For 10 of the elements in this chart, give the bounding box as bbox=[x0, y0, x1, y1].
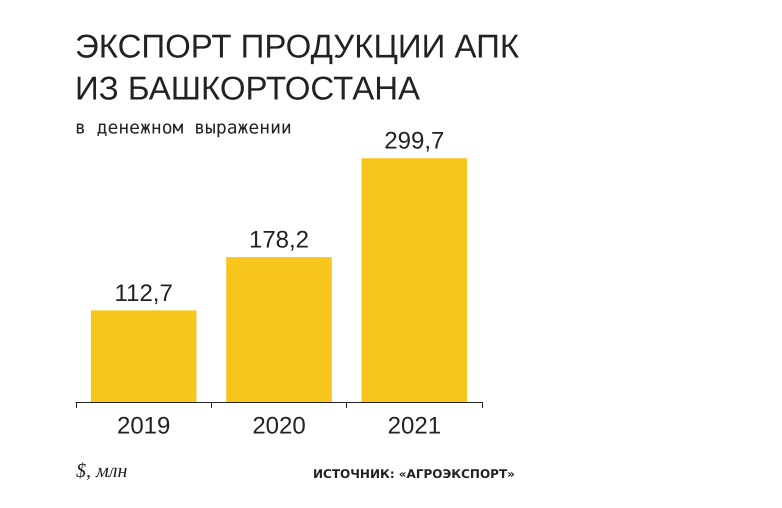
x-tick-label: 2020 bbox=[252, 412, 306, 440]
data-label: 178,2 bbox=[248, 226, 310, 254]
text: $, млн bbox=[76, 460, 128, 482]
x-tick-label: 2021 bbox=[388, 412, 442, 440]
chart-subtitle: в денежном выражении bbox=[75, 118, 292, 138]
data-label: 299,7 bbox=[384, 128, 444, 155]
x-tick-label: 2019 bbox=[116, 412, 170, 440]
chart-title: ЭКСПОРТ ПРОДУКЦИИ АПК ИЗ БАШКОРТОСТАНА bbox=[75, 28, 520, 106]
data-label: 112,7 bbox=[114, 280, 173, 307]
text: ИСТОЧНИК: «АГРОЭКСПОРТ» bbox=[313, 467, 515, 481]
